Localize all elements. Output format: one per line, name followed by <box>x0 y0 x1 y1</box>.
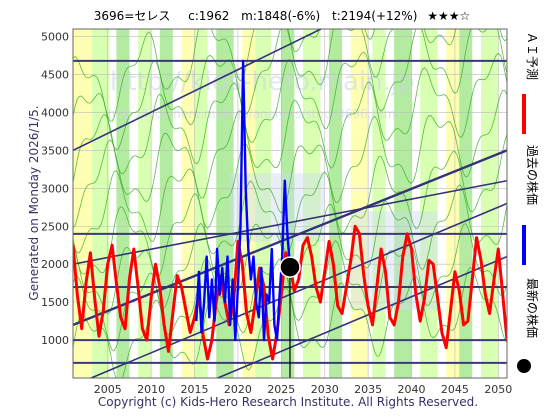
band-zone-17 <box>446 29 460 378</box>
band-line-5 <box>73 52 507 229</box>
y-tick-label-8: 5000 <box>41 31 69 44</box>
band-zone-19 <box>480 29 499 378</box>
current-price-label: c:1962 <box>188 9 229 23</box>
x-tick-label-9: 2050 <box>484 383 512 396</box>
plot-frame <box>72 28 508 379</box>
trend-line-2 <box>73 149 507 327</box>
y-axis: 1000 1500 2000 2500 3000 3500 4000 4500 5000 <box>41 31 69 347</box>
band-zone-4 <box>159 29 173 378</box>
band-line-4 <box>73 89 507 254</box>
y-tick-label-7: 4500 <box>41 69 69 82</box>
chart-title: 3696=セレス c:1962 m:1848(-6%) t:2194(+12%)… <box>94 9 471 23</box>
latest-marker-group <box>279 256 301 378</box>
band-line-7 <box>73 29 507 151</box>
band-zone-5 <box>181 29 195 378</box>
legend-label-2: 最新の株価 <box>525 278 540 338</box>
watermark: http://kids-hero.main.jp http://kids-her… <box>108 67 415 121</box>
latest-price-dot <box>279 256 301 278</box>
x-tick-label-4: 2025 <box>267 383 295 396</box>
generated-note: Generated on Monday 2026/1/5. <box>27 105 41 300</box>
band-zone-2 <box>116 29 130 378</box>
band-line-3 <box>73 133 507 278</box>
x-tick-label-0: 2005 <box>94 383 122 396</box>
legend-label-1: 過去の株価 <box>525 145 540 205</box>
x-tick-label-8: 2045 <box>441 383 469 396</box>
x-tick-label-1: 2010 <box>137 383 165 396</box>
history-line <box>195 59 292 342</box>
band-line-6 <box>73 29 507 183</box>
band-zone-10 <box>281 29 295 378</box>
y-tick-label-1: 1500 <box>41 296 69 309</box>
band-zone-12 <box>329 29 343 378</box>
rating-stars: ★★★☆ <box>427 9 470 23</box>
legend-swatch-2 <box>517 359 531 373</box>
y-tick-label-2: 2000 <box>41 258 69 271</box>
x-axis: 2005 2010 2015 2020 2025 2030 2035 2040 2045 2050 <box>94 383 513 396</box>
band-line-8 <box>73 29 376 122</box>
x-tick-label-5: 2030 <box>311 383 339 396</box>
ticker-label: 3696=セレス <box>94 9 171 23</box>
target-label: t:2194(+12%) <box>332 9 417 23</box>
x-tick-label-2: 2015 <box>181 383 209 396</box>
x-tick-label-6: 2035 <box>354 383 382 396</box>
watermark-line-2: http://kids-hero.main.jp/analysis/stock3… <box>108 107 399 121</box>
median-label: m:1848(-6%) <box>241 9 320 23</box>
trend-line-0 <box>73 29 323 152</box>
band-zone-16 <box>420 29 438 378</box>
legend-label-0: ＡＩ予測 <box>525 32 539 80</box>
trend-line-1 <box>73 179 507 265</box>
y-tick-label-5: 3500 <box>41 144 69 157</box>
y-tick-label-4: 3000 <box>41 182 69 195</box>
y-tick-label-3: 2500 <box>41 220 69 233</box>
copyright-footer: Copyright (c) Kids-Hero Research Institu… <box>98 395 478 409</box>
y-tick-label-0: 1000 <box>41 334 69 347</box>
y-tick-label-6: 4000 <box>41 106 69 119</box>
x-tick-label-7: 2040 <box>398 383 426 396</box>
band-zone-13 <box>350 29 369 378</box>
x-tick-label-3: 2020 <box>224 383 252 396</box>
